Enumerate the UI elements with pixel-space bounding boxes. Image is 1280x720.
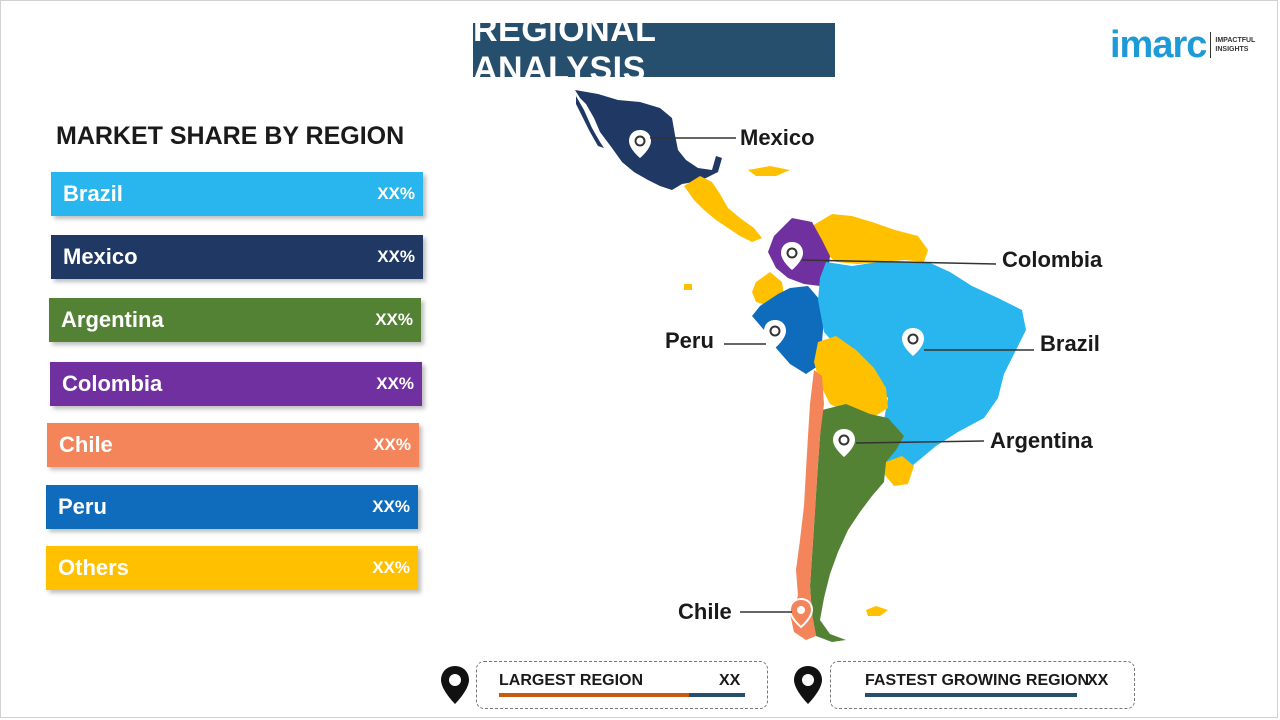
share-bar-name: Others [58,555,129,580]
logo-separator [1210,32,1212,58]
share-bar-name: Mexico [63,244,138,269]
share-bar-brazil: Brazil XX% [51,172,423,216]
region-small-island [684,284,692,290]
largest-region-line [499,693,689,697]
share-bar-name: Brazil [63,181,123,206]
share-bar-name: Colombia [62,371,163,396]
share-bar-colombia: Colombia XX% [50,362,422,406]
share-bar-value: XX% [377,247,415,266]
share-bar-name: Peru [58,494,107,519]
largest-region-label: LARGEST REGION [499,672,644,689]
region-caribbean [748,166,790,176]
share-bar-value: XX% [377,184,415,203]
fastest-region-box: FASTEST GROWING REGION XX [830,661,1135,709]
map-label-chile: Chile [678,599,732,624]
share-bar-chile: Chile XX% [47,423,419,467]
share-bar-argentina: Argentina XX% [49,298,421,342]
share-bar-name: Argentina [61,307,164,332]
map-label-peru: Peru [665,328,714,353]
share-bar-mexico: Mexico XX% [51,235,423,279]
region-brazil [818,262,1026,480]
share-bar-value: XX% [372,558,410,577]
share-bar-value: XX% [373,435,411,454]
largest-region-box: LARGEST REGION XX [476,661,768,709]
logo-wordmark: imarc [1110,24,1207,66]
logo-tagline-line2: INSIGHTS [1215,46,1249,53]
share-bar-value: XX% [372,497,410,516]
region-argentina [810,404,904,642]
largest-region-value: XX [719,672,741,689]
region-uruguay [884,456,914,486]
market-share-heading: MARKET SHARE BY REGION [56,122,405,150]
region-bolivia [814,336,888,418]
largest-region-line-end [689,693,745,697]
imarc-logo: imarc IMPACTFUL INSIGHTS [1110,25,1265,65]
argentina-leader-line [855,440,985,444]
share-bar-others: Others XX% [46,546,418,590]
chile-pin-icon [788,597,814,629]
map-label-argentina: Argentina [990,428,1093,453]
share-bar-value: XX% [376,374,414,393]
region-baja [576,96,604,148]
fastest-region-pin-icon [794,666,822,704]
region-peru [752,286,824,374]
fastest-region-line [865,693,1077,697]
fastest-region-label: FASTEST GROWING REGION [865,672,1090,689]
region-falklands [866,606,888,616]
fastest-region-value: XX [1087,672,1109,689]
region-chile [790,370,824,640]
map-label-colombia: Colombia [1002,247,1103,272]
region-venezuela-guyanas [812,214,928,264]
map-label-brazil: Brazil [1040,331,1100,356]
logo-tagline: IMPACTFUL INSIGHTS [1215,36,1255,54]
share-bar-peru: Peru XX% [46,485,418,529]
largest-region-pin-icon [441,666,469,704]
region-central-america [684,176,762,242]
colombia-leader-line [801,259,997,265]
logo-tagline-line1: IMPACTFUL [1215,37,1256,44]
share-bar-value: XX% [375,310,413,329]
map-label-mexico: Mexico [740,125,815,150]
share-bar-name: Chile [59,432,113,457]
